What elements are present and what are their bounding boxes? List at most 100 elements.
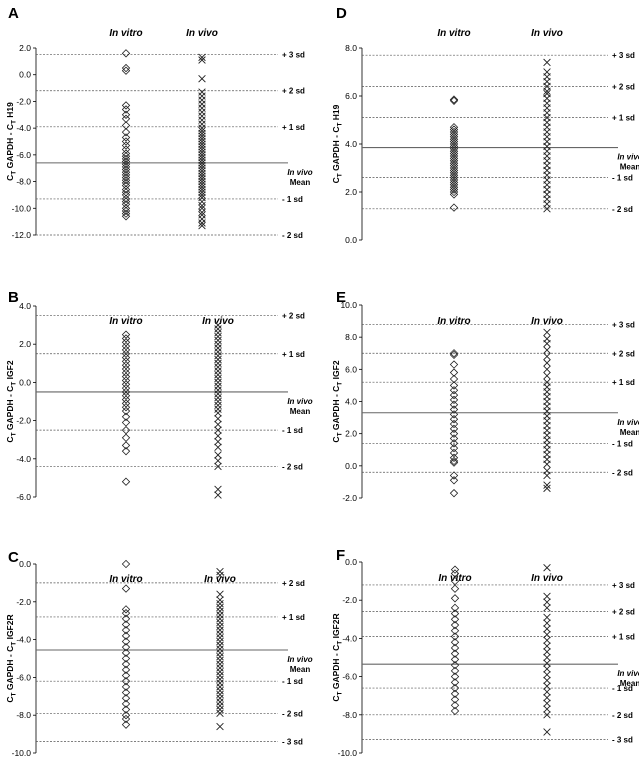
in-vivo-point [214,393,222,402]
in-vivo-point [198,127,206,135]
in-vivo-point [216,709,224,718]
in-vivo-point [214,332,222,341]
sd-label: - 2 sd [612,468,633,477]
in-vivo-point [198,116,206,124]
in-vivo-point [216,630,224,638]
mean-label-line2: Mean [290,407,311,416]
in-vitro-point [449,410,459,419]
sd-label: + 1 sd [612,378,635,387]
in-vitro-point [450,594,460,603]
in-vitro-point [450,678,460,687]
in-vivo-point [543,205,551,213]
in-vitro-point [121,559,131,569]
in-vivo-point [216,607,224,615]
in-vitro-point [449,395,459,405]
in-vitro-point [121,671,131,680]
y-tick-label: -2.0 [16,96,31,106]
in-vitro-point [449,135,459,144]
in-vitro-point [121,682,131,692]
in-vivo-point [216,599,224,608]
in-vivo-point [198,112,206,120]
y-tick-label: -4.0 [16,635,31,645]
in-vivo-point [198,219,206,227]
mean-label-line2: Mean [290,665,311,674]
in-vitro-point [449,154,459,163]
in-vivo-point [543,659,551,667]
in-vitro-point [449,168,459,177]
in-vitro-point [449,96,459,105]
panel-A: A In vitro In vivo 2.0 0.0 -2.0 -4.0 -6.0 -8.0 -1… [5,5,313,240]
in-vivo-point [543,604,551,612]
in-vitro-point [449,190,459,199]
in-vivo-point [198,151,206,159]
in-vivo-point [214,355,222,364]
in-vivo-point [214,420,222,429]
in-vivo-point [214,386,222,394]
in-vitro-point [450,666,460,676]
y-tick-label: -8.0 [16,177,31,187]
y-tick-label: 0.0 [19,377,31,387]
in-vivo-point [198,188,206,196]
sd-label: + 3 sd [612,581,635,590]
in-vitro-point [450,615,460,624]
in-vivo-point [214,443,222,452]
in-vitro-point [121,446,131,456]
in-vitro-point [450,701,460,710]
in-vitro-point [121,406,131,416]
sd-label: + 2 sd [282,579,305,588]
mean-label-line2: Mean [620,163,639,172]
y-axis-label: CT GAPDH - CT IGF2 [5,360,18,442]
in-vivo-point [216,668,224,676]
in-vitro-point [449,137,459,146]
in-vivo-point [216,683,224,691]
in-vivo-point [543,636,551,645]
y-tick-label: 4.0 [345,139,357,149]
in-vivo-point [214,401,222,410]
in-vitro-point [121,620,131,629]
y-tick-label: -6.0 [16,672,31,682]
in-vivo-point [216,702,224,710]
in-vivo-point [543,699,551,708]
in-vitro-point [449,156,459,165]
sd-label: - 2 sd [282,462,303,471]
in-vitro-point [450,643,460,653]
in-vivo-point [216,590,224,598]
in-vitro-point [450,620,460,630]
y-tick-label: -6.0 [342,672,357,682]
in-vivo-point [214,371,222,379]
in-vitro-point [450,609,460,618]
in-vivo-point [214,432,222,440]
in-vivo-point [216,611,224,619]
in-vivo-point [198,92,206,100]
in-vivo-point [216,671,224,680]
sd-label: + 1 sd [612,632,635,641]
y-tick-label: 8.0 [345,332,357,342]
in-vivo-point [543,339,551,348]
in-vitro-point [449,142,459,151]
in-vitro-point [449,125,459,134]
in-vivo-point [198,215,206,223]
in-vitro-point [121,477,131,486]
y-tick-label: -10.0 [12,203,32,213]
in-vitro-point [450,565,460,574]
in-vivo-point [543,460,551,468]
in-vitro-point [449,400,459,409]
in-vitro-point [449,139,459,149]
in-vitro-point [121,176,131,185]
panel-D: D In vitro In vivo 8.0 6.0 4.0 2.0 0.0 CT GAPDH … [331,5,639,245]
sd-label: + 3 sd [612,320,635,329]
group-label-in-vivo: In vivo [531,316,563,327]
in-vivo-point [543,328,551,337]
in-vivo-point [198,159,206,167]
group-label-in-vivo: In vivo [531,28,563,39]
in-vitro-point [121,194,131,204]
in-vivo-point [214,456,222,465]
in-vivo-point [198,191,206,199]
sd-label: + 3 sd [282,51,305,60]
in-vitro-point [449,203,459,212]
y-axis-label: CT GAPDH - CT IGF2 [331,360,344,442]
in-vitro-point [449,183,459,192]
y-axis-label: CT GAPDH - CT IGF2R [331,613,344,701]
in-vitro-point [450,655,460,664]
in-vivo-point [543,87,551,95]
